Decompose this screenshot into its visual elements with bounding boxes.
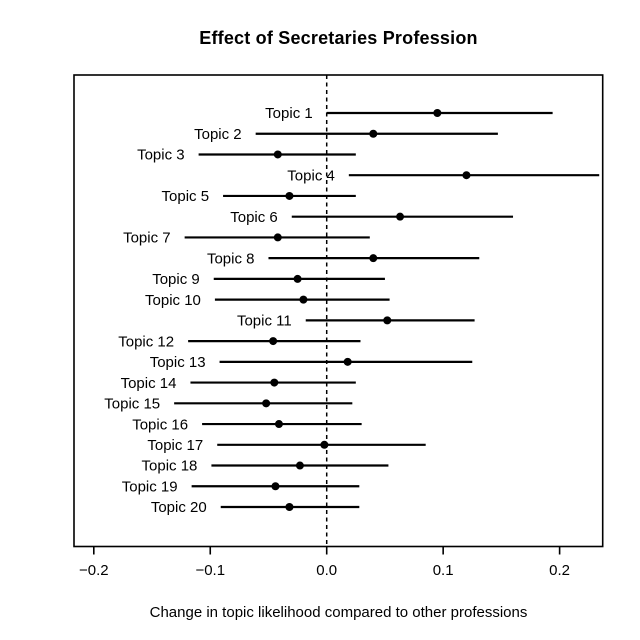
topic-label: Topic 2 — [194, 126, 242, 143]
topic-label: Topic 9 — [152, 271, 200, 288]
topic-label: Topic 18 — [142, 458, 198, 475]
x-axis-tick-label: 0.1 — [433, 562, 454, 579]
point-estimate — [274, 420, 283, 429]
point-estimate — [273, 233, 282, 242]
topic-label: Topic 8 — [207, 250, 255, 267]
point-estimate — [383, 316, 392, 325]
point-estimate — [343, 357, 352, 366]
topic-label: Topic 19 — [122, 478, 178, 495]
point-estimate — [262, 399, 271, 408]
topic-label: Topic 15 — [104, 396, 160, 413]
chart-title: Effect of Secretaries Profession — [199, 28, 478, 48]
topic-label: Topic 12 — [118, 333, 174, 350]
point-estimate — [270, 378, 279, 387]
topic-label: Topic 11 — [237, 313, 292, 330]
topic-label: Topic 6 — [230, 209, 278, 226]
point-estimate — [273, 150, 282, 159]
topic-label: Topic 5 — [162, 188, 210, 205]
topic-label: Topic 13 — [150, 354, 206, 371]
x-axis-tick-label: 0.2 — [549, 562, 570, 579]
point-estimate — [462, 171, 471, 180]
point-estimate — [269, 337, 278, 346]
x-axis-tick-label: 0.0 — [316, 562, 337, 579]
point-estimate — [369, 129, 378, 138]
point-estimate — [271, 482, 280, 491]
point-estimate — [299, 295, 308, 304]
point-estimate — [285, 191, 294, 200]
x-axis-label: Change in topic likelihood compared to o… — [149, 604, 528, 621]
point-estimate — [433, 109, 442, 117]
topic-label: Topic 3 — [137, 147, 185, 164]
topic-label: Topic 16 — [132, 416, 188, 433]
point-estimate — [295, 461, 304, 470]
x-axis-tick-label: −0.2 — [79, 562, 109, 579]
point-estimate — [320, 440, 329, 449]
plot-box — [73, 74, 604, 548]
topic-label: Topic 4 — [287, 167, 335, 184]
point-estimate — [396, 212, 405, 221]
x-axis-tick-label: −0.1 — [195, 562, 225, 579]
topic-label: Topic 17 — [147, 437, 203, 454]
topic-label: Topic 20 — [151, 499, 207, 516]
topic-label: Topic 7 — [123, 230, 171, 247]
point-estimate — [369, 254, 378, 263]
topic-label: Topic 10 — [145, 292, 201, 309]
topic-label: Topic 1 — [265, 105, 313, 122]
point-estimate — [285, 503, 294, 511]
topic-label: Topic 14 — [121, 375, 177, 392]
point-estimate — [293, 274, 302, 283]
